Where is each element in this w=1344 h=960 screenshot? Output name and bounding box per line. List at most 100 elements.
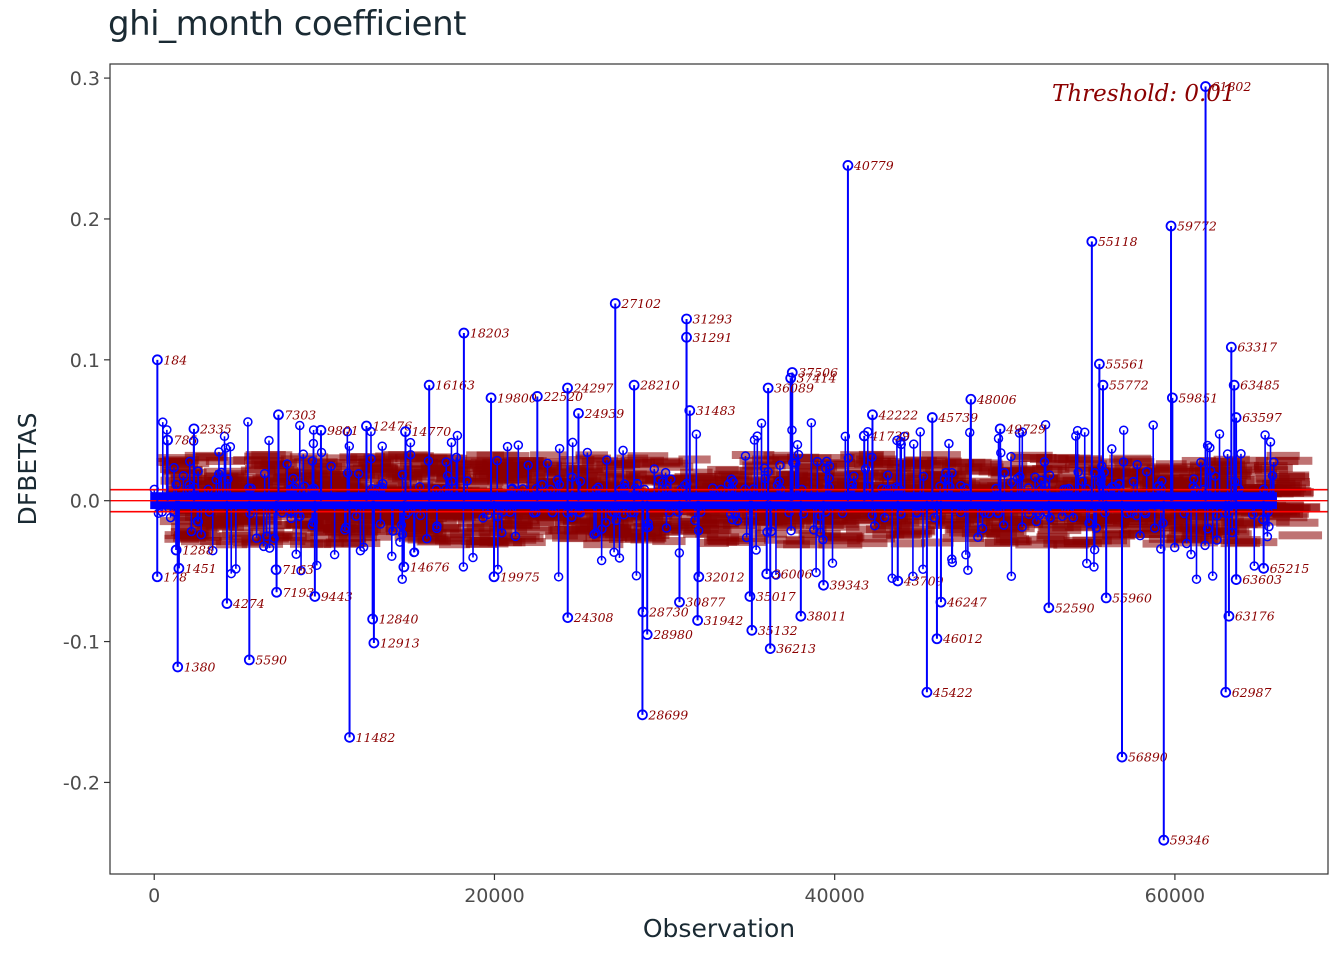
point-24308: 24308	[562, 500, 614, 625]
point-63603: 63603	[1230, 500, 1282, 587]
point-marker	[764, 643, 776, 655]
point-48006: 48006	[965, 392, 1017, 501]
point-marker	[188, 423, 200, 435]
point-marker	[965, 393, 977, 405]
point-35132: 35132	[746, 500, 798, 638]
x-tick-label: 20000	[464, 885, 524, 907]
point-label: 59772	[1177, 219, 1217, 234]
y-tick-label: 0.2	[70, 209, 100, 231]
point-marker	[692, 615, 703, 626]
point-label: 63317	[1237, 340, 1277, 355]
point-label: 7163	[282, 562, 314, 577]
point-12913: 12913	[368, 500, 420, 650]
point-24939: 24939	[573, 406, 624, 501]
point-178: 178	[151, 500, 187, 584]
point-52590: 52590	[1043, 500, 1095, 615]
point-label: 36006	[773, 566, 813, 581]
point-36006: 36006	[761, 500, 813, 581]
point-marker	[628, 379, 640, 391]
point-marker	[271, 586, 282, 598]
point-label: 55960	[1112, 590, 1152, 605]
point-marker	[531, 391, 543, 402]
point-label: 61802	[1212, 79, 1252, 94]
point-label: 62987	[1232, 685, 1272, 700]
point-label: 9801	[327, 423, 359, 438]
point-label: 39343	[829, 578, 869, 593]
labeled-points: 1841787851380128814512335427455907303716…	[151, 79, 1309, 848]
point-41739: 41739	[858, 428, 910, 501]
point-marker	[746, 624, 758, 636]
point-marker	[609, 298, 621, 309]
point-59851: 59851	[1166, 390, 1218, 501]
point-label: 16163	[435, 378, 475, 393]
point-marker	[344, 731, 355, 743]
point-marker	[762, 382, 774, 394]
point-63317: 63317	[1225, 340, 1277, 501]
data-layer: 1841787851380128814512335427455907303716…	[110, 79, 1328, 848]
point-37506: 37506	[786, 365, 838, 501]
point-label: 28699	[647, 707, 688, 722]
point-14676: 14676	[398, 500, 450, 574]
point-marker	[485, 392, 497, 404]
point-28730: 28730	[637, 500, 689, 619]
point-22520: 22520	[531, 389, 583, 501]
point-marker	[151, 571, 163, 583]
point-36089: 36089	[762, 381, 814, 501]
point-marker	[786, 367, 798, 378]
point-63485: 63485	[1228, 378, 1280, 501]
point-label: 63176	[1235, 609, 1275, 624]
y-tick-label: -0.1	[63, 632, 100, 654]
x-tick-label: 40000	[804, 885, 864, 907]
point-5590: 5590	[243, 500, 287, 667]
point-label: 24297	[573, 381, 614, 396]
point-marker	[1158, 834, 1170, 846]
point-label: 11482	[356, 730, 396, 745]
point-label: 45739	[937, 410, 978, 425]
point-label: 63597	[1242, 410, 1282, 425]
point-label: 63603	[1242, 572, 1282, 587]
point-marker	[761, 568, 773, 580]
point-marker	[1220, 686, 1232, 698]
point-marker	[674, 596, 685, 608]
point-label: 19975	[500, 569, 540, 584]
point-label: 12840	[379, 612, 419, 627]
point-1451: 1451	[173, 500, 217, 576]
point-marker	[573, 407, 584, 419]
point-marker	[221, 598, 233, 609]
point-marker	[858, 430, 870, 442]
point-31483: 31483	[684, 403, 736, 501]
point-40779: 40779	[842, 158, 894, 501]
point-marker	[818, 579, 829, 591]
point-28210: 28210	[628, 378, 680, 501]
point-label: 42222	[877, 407, 918, 422]
point-marker	[162, 434, 173, 446]
point-marker	[994, 423, 1006, 435]
point-label: 1451	[185, 561, 217, 576]
point-label: 55561	[1105, 357, 1145, 372]
point-61802: 61802	[1200, 79, 1252, 501]
point-11482: 11482	[344, 500, 396, 745]
point-marker	[1043, 602, 1055, 614]
point-marker	[681, 331, 692, 343]
point-label: 28210	[639, 378, 680, 393]
point-label: 184	[163, 352, 187, 367]
point-label: 24308	[573, 610, 614, 625]
point-label: 30877	[685, 595, 725, 610]
point-marker	[423, 379, 435, 391]
point-label: 18203	[470, 326, 510, 341]
point-marker	[892, 575, 904, 587]
point-43709: 43709	[892, 500, 944, 588]
y-tick-label: 0.3	[70, 68, 100, 90]
point-label: 38011	[807, 609, 847, 624]
threshold-label: Threshold: 0.01	[1052, 81, 1236, 107]
point-marker	[400, 426, 411, 438]
point-label: 28980	[652, 627, 693, 642]
point-59772: 59772	[1165, 219, 1217, 501]
point-marker	[641, 629, 653, 640]
point-62987: 62987	[1220, 500, 1272, 700]
point-label: 63485	[1240, 378, 1280, 393]
point-marker	[173, 562, 185, 574]
point-16163: 16163	[423, 378, 475, 501]
point-label: 31293	[693, 311, 733, 326]
